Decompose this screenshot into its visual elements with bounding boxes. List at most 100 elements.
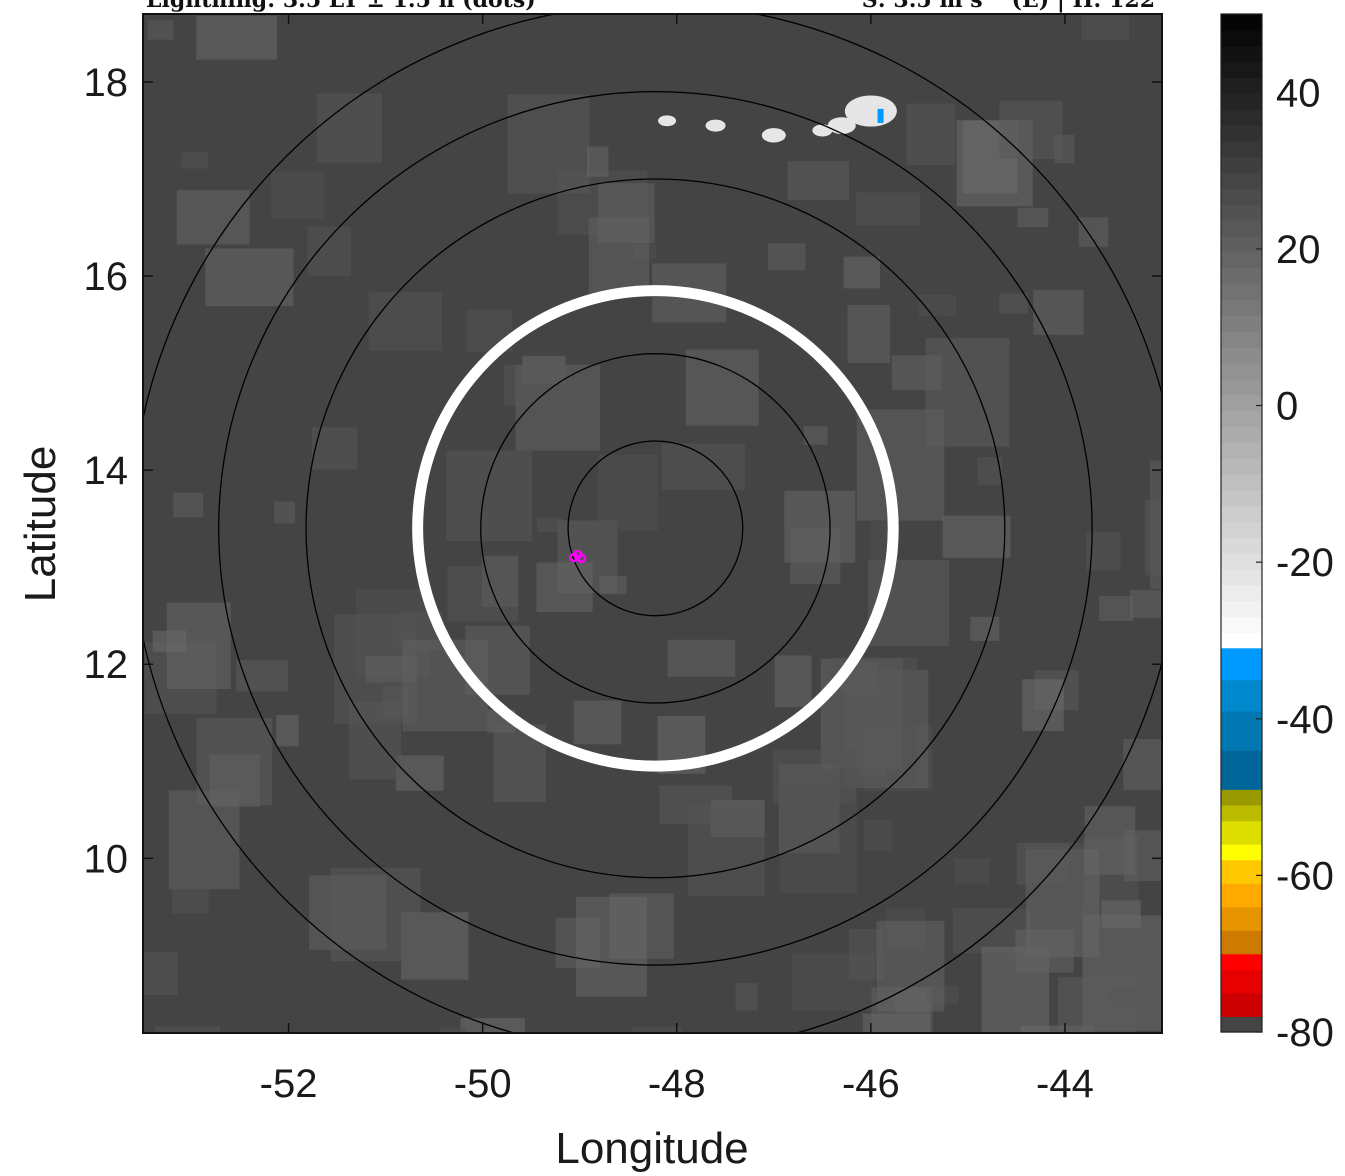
cold-cloud-top <box>844 95 897 127</box>
colorbar-tick-label: -60 <box>1276 854 1334 898</box>
colorbar-tick-label: -80 <box>1276 1011 1334 1055</box>
colorbar-segment <box>1221 315 1262 332</box>
cloud-patch <box>586 146 609 177</box>
cold-cloud-top <box>658 115 677 127</box>
colorbar-segment <box>1221 521 1262 538</box>
cloud-patch <box>1033 289 1084 335</box>
colorbar-segment <box>1221 251 1262 269</box>
colorbar-segment <box>1221 569 1262 586</box>
cloud-patch <box>507 94 590 194</box>
colorbar-segment <box>1221 442 1262 459</box>
cloud-patch <box>847 304 891 364</box>
colorbar-segment <box>1221 789 1262 806</box>
cloud-patch <box>735 983 758 1011</box>
cloud-patch <box>1017 207 1049 228</box>
colorbar-segment <box>1221 710 1262 751</box>
cold-cloud-top <box>812 124 833 137</box>
colorbar-segment <box>1221 331 1262 348</box>
x-axis: -52 -50 -48 -46 -44 <box>260 14 1094 1106</box>
y-axis-label: Latitude <box>16 446 65 603</box>
colorbar-segment <box>1221 299 1262 316</box>
colorbar-segment <box>1221 45 1262 63</box>
colorbar-tick-label: -40 <box>1276 698 1334 742</box>
cloud-patch <box>460 1018 525 1033</box>
colorbar-segment <box>1221 109 1262 126</box>
colorbar-segment <box>1221 378 1262 396</box>
y-tick-label: 18 <box>84 61 129 105</box>
cloud-patch <box>537 517 562 533</box>
cloud-patch <box>1015 929 1074 973</box>
cloud-patch <box>953 858 991 884</box>
cloud-patch <box>803 426 828 445</box>
cloud-patch <box>862 1013 931 1033</box>
cloud-patch <box>196 15 278 60</box>
cloud-patch <box>276 714 299 747</box>
cloud-patch <box>180 152 209 169</box>
cloud-patch <box>942 515 1011 558</box>
cloud-patch <box>1144 499 1162 576</box>
cloud-patch <box>999 100 1063 159</box>
plot-frame <box>142 13 1163 1034</box>
cloud-patch <box>439 1027 467 1033</box>
cloud-patch <box>787 160 849 201</box>
markers <box>569 108 884 564</box>
cloud-patch <box>365 656 417 683</box>
cloud-patch <box>1123 830 1162 882</box>
colorbar-segment <box>1221 347 1262 364</box>
y-tick-label: 12 <box>84 643 129 687</box>
y-tick-label: 14 <box>84 449 129 493</box>
colorbar-segment <box>1221 632 1262 649</box>
cloud-patch <box>330 867 421 962</box>
colorbar-tick-label: 20 <box>1276 228 1321 272</box>
highlight-ring <box>412 285 899 772</box>
colorbar-segment <box>1221 77 1262 94</box>
colorbar-segment <box>1221 172 1262 190</box>
cloud-patch <box>1078 217 1109 247</box>
cloud-patch <box>864 819 893 852</box>
cloud-patch <box>1123 739 1162 791</box>
x-axis-label: Longitude <box>555 1124 748 1173</box>
cloud-patch <box>970 616 1000 641</box>
colorbar-segment <box>1221 859 1262 884</box>
colorbar-segment <box>1221 140 1262 158</box>
colorbar-segment <box>1221 204 1262 221</box>
colorbar-segment <box>1221 125 1262 142</box>
cloud-texture <box>143 15 1162 1033</box>
cloud-patch <box>147 20 174 40</box>
cloud-patch <box>1101 900 1141 928</box>
cloud-patch <box>307 226 351 276</box>
colorbar-segment <box>1221 553 1262 570</box>
cloud-patch <box>687 805 765 897</box>
cloud-patch <box>856 192 920 226</box>
cloud-patch <box>573 700 622 745</box>
cold-cloud-top <box>705 119 726 132</box>
colorbar-segment <box>1221 648 1262 681</box>
cold-cloud-pixel <box>877 108 884 123</box>
cloud-patch <box>1020 1025 1095 1033</box>
colorbar-segment <box>1221 505 1262 523</box>
cloud-patch <box>1022 679 1064 731</box>
colorbar: 40 20 0 -20 -40 -60 -80 <box>1220 13 1334 1055</box>
colorbar-segment <box>1221 283 1262 301</box>
cloud-patch <box>1130 590 1162 618</box>
cloud-patch <box>667 639 736 677</box>
cloud-patch <box>176 189 250 245</box>
cloud-patch <box>1057 977 1137 1033</box>
cold-cloud-top <box>761 128 786 143</box>
colorbar-segment <box>1221 992 1262 1017</box>
cloud-patch <box>685 349 759 426</box>
header-right-caption: S: 3.5 m s⁻¹ (E) | H: 122 <box>862 0 1155 13</box>
cloud-patch <box>316 93 383 163</box>
cloud-patch <box>767 243 806 271</box>
colorbar-segment <box>1221 394 1262 412</box>
colorbar-segment <box>1221 410 1262 427</box>
cloud-patch <box>143 952 178 995</box>
cloud-patch <box>368 291 442 351</box>
colorbar-segment <box>1221 14 1262 31</box>
cloud-patch <box>774 655 812 708</box>
colorbar-tick-label: -20 <box>1276 541 1334 585</box>
colorbar-tick-label: 0 <box>1276 385 1298 429</box>
cloud-patch <box>447 565 519 622</box>
cloud-patch <box>503 365 569 406</box>
